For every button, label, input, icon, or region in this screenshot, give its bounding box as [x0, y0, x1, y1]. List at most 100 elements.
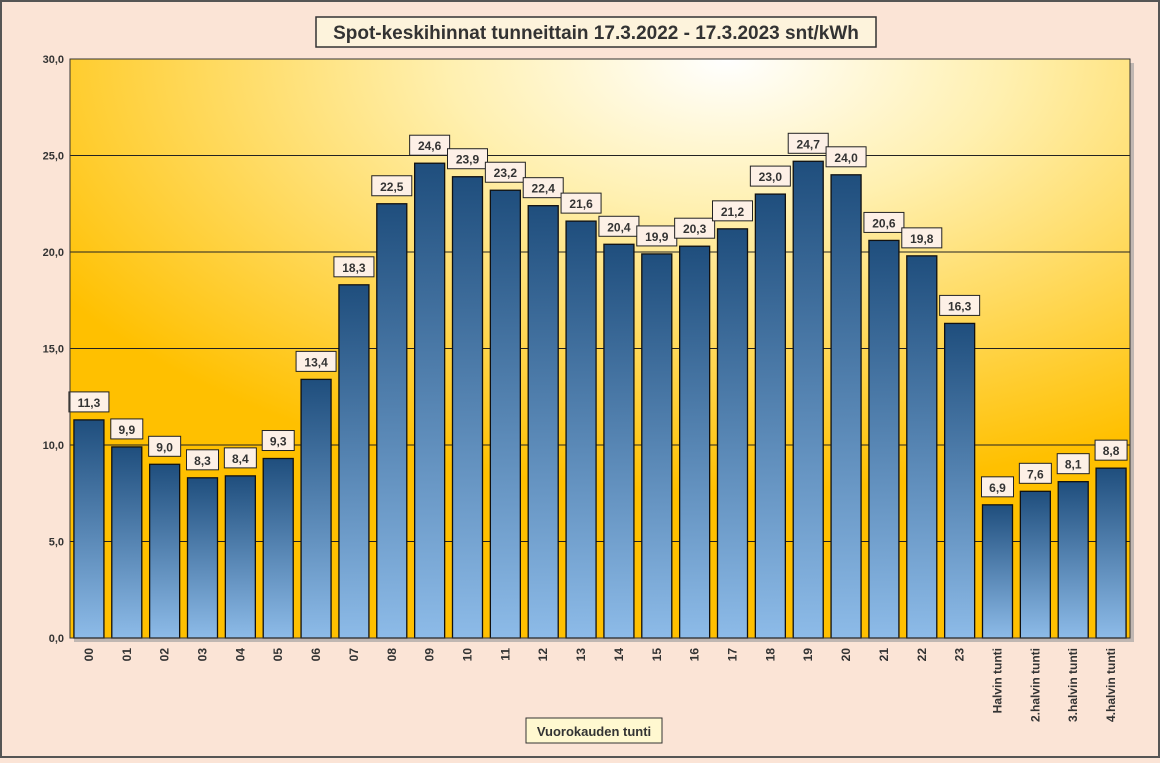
bar	[262, 457, 294, 639]
bar	[451, 176, 484, 639]
bar	[338, 284, 370, 639]
data-label: 19,8	[910, 232, 934, 246]
data-label-box	[295, 350, 337, 372]
bar	[943, 322, 976, 639]
chart-title: Spot-keskihinnat tunneittain 17.3.2022 -…	[315, 16, 877, 48]
x-tick-label: 21	[877, 648, 891, 662]
chart-title-text: Spot-keskihinnat tunneittain 17.3.2022 -…	[333, 23, 859, 44]
y-tick-label: 5,0	[49, 537, 64, 549]
y-tick-label: 10,0	[43, 440, 64, 452]
data-label: 24,7	[797, 137, 821, 151]
data-label: 8,3	[194, 454, 211, 468]
data-label-box	[939, 294, 981, 316]
x-tick-label: 15	[650, 648, 664, 662]
y-tick-label: 30,0	[43, 54, 64, 66]
data-label-box	[409, 134, 451, 156]
data-label-box	[901, 227, 943, 249]
data-label: 23,2	[494, 166, 518, 180]
data-label: 8,1	[1065, 458, 1082, 472]
data-label-box	[333, 256, 375, 278]
y-tick-label: 25,0	[43, 151, 64, 163]
data-label-box	[981, 476, 1014, 498]
bar	[830, 174, 862, 639]
x-tick-label: 10	[461, 648, 475, 662]
y-tick-label: 0,0	[49, 633, 64, 645]
x-tick-label: 20	[839, 648, 853, 662]
data-label-box	[674, 217, 716, 239]
data-label: 11,3	[78, 396, 101, 410]
data-label-box	[371, 175, 413, 197]
bar	[300, 378, 332, 639]
x-tick-label: 4.halvin tunti	[1104, 648, 1118, 722]
x-tick-label: 03	[196, 648, 210, 662]
bar	[868, 239, 900, 639]
data-label: 23,0	[759, 170, 783, 184]
data-label: 13,4	[304, 355, 328, 369]
x-axis-title: Vuorokauden tunti	[525, 717, 663, 744]
data-label-box	[110, 418, 144, 440]
data-label-box	[148, 435, 182, 457]
data-label: 21,2	[721, 205, 745, 219]
data-label: 20,3	[683, 222, 707, 236]
x-tick-label: 16	[688, 648, 702, 662]
x-tick-label: 11	[498, 648, 512, 661]
data-label: 22,4	[532, 182, 556, 196]
data-label-box	[522, 177, 564, 199]
data-label: 24,6	[418, 139, 442, 153]
x-tick-label: 06	[309, 648, 323, 662]
x-tick-label: 12	[536, 648, 550, 662]
x-tick-label: 13	[574, 648, 588, 662]
x-tick-label: 08	[385, 648, 399, 662]
x-axis-title-text: Vuorokauden tunti	[537, 724, 651, 739]
data-label-box	[223, 447, 257, 469]
x-tick-label: 23	[953, 648, 967, 662]
bar	[716, 228, 749, 639]
data-label-box	[749, 165, 791, 187]
data-label: 20,4	[607, 220, 631, 234]
data-label-box	[1056, 453, 1090, 475]
bar	[678, 245, 711, 639]
x-tick-label: 2.halvin tunti	[1028, 648, 1042, 722]
x-tick-label: 19	[801, 648, 815, 662]
x-tick-label: 09	[423, 648, 437, 662]
bar	[792, 160, 824, 639]
data-label-box	[1018, 462, 1052, 484]
data-label: 9,3	[270, 435, 287, 449]
x-tick-label: 14	[612, 648, 626, 662]
data-label-box	[68, 391, 110, 413]
data-label-box	[261, 430, 295, 452]
data-label-box	[447, 148, 488, 170]
x-tick-label: Halvin tunti	[991, 648, 1005, 713]
data-label: 9,0	[156, 440, 173, 454]
bar	[186, 477, 219, 639]
bar	[413, 162, 446, 639]
bar	[754, 193, 787, 639]
x-tick-label: 01	[120, 648, 134, 662]
bar	[376, 203, 408, 639]
data-label-box	[825, 146, 867, 168]
data-label: 7,6	[1027, 467, 1044, 481]
x-tick-label: 22	[915, 648, 929, 662]
x-tick-label: 05	[271, 648, 285, 662]
data-label: 9,9	[118, 423, 135, 437]
x-tick-label: 3.halvin tunti	[1066, 648, 1080, 722]
data-label: 20,6	[872, 216, 896, 230]
bar	[565, 220, 597, 639]
data-label: 23,9	[456, 153, 480, 167]
bar	[148, 463, 181, 639]
bar	[73, 419, 105, 639]
bar	[1019, 490, 1052, 639]
data-label-box	[186, 449, 219, 471]
data-label-box	[560, 192, 602, 214]
y-tick-label: 15,0	[43, 344, 64, 356]
data-label-box	[1094, 439, 1128, 461]
bar	[489, 189, 522, 639]
bar	[906, 255, 938, 639]
x-tick-label: 00	[82, 648, 96, 662]
y-tick-label: 20,0	[43, 247, 64, 259]
x-tick-label: 18	[763, 648, 777, 662]
data-label: 6,9	[989, 481, 1006, 495]
bar	[527, 205, 559, 639]
data-label: 8,4	[232, 452, 249, 466]
